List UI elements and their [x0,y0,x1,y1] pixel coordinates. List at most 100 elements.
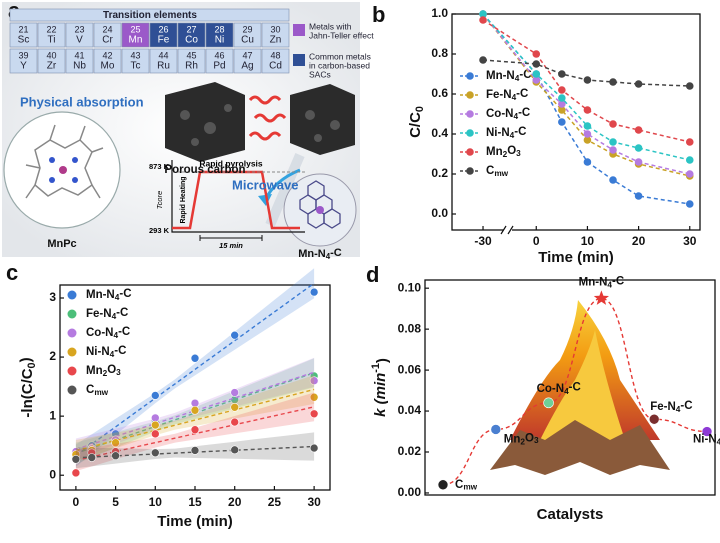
element-symbol: Nb [73,61,86,72]
legend-label: Cmw​ [486,165,509,178]
panel-label: c [6,260,18,285]
element-number: 46 [214,50,224,60]
data-point [190,405,200,415]
data-point-star [593,290,609,305]
data-point [532,50,541,58]
element-symbol: Mo [101,61,115,72]
x-axis-label: Time (min) [538,249,614,266]
element-symbol: Zr [47,61,57,72]
profile-span [199,235,263,241]
molecule [25,124,104,199]
beam [265,153,305,227]
data-point [150,429,160,439]
data-point [648,413,660,425]
fit-band [75,375,315,462]
element-symbol: Y [20,61,27,72]
porous-carbon: Porous carbon [164,164,245,176]
element-cell [121,22,150,48]
data-point [479,10,487,18]
legend-label: Co-N4​-C [486,107,530,121]
fit-line [75,388,315,452]
point-label: Cmw​ [455,479,478,492]
plot-frame [424,279,716,496]
element-symbol: Cr [102,35,113,46]
table-legend-text: SACs [309,69,331,79]
element-number: 30 [270,24,280,34]
element-cell [233,48,262,74]
element-cell [149,22,178,48]
x-tick-label: 0 [533,234,540,248]
x-axis-label: Time (min) [157,513,233,530]
y-tick-label: 0.4 [431,126,448,140]
physical-absorption: Physical absorption [20,94,144,109]
data-point [309,376,319,386]
y-tick-label: 0.00 [398,485,422,499]
data-point [479,56,487,64]
data-point [437,479,449,491]
element-cell [233,22,262,48]
data-point [479,16,487,24]
data-point [150,391,160,400]
element-number: 44 [158,50,168,60]
panel-label: b [372,2,385,27]
table-title-bar [9,8,290,22]
y-tick-label: 0.06 [398,362,422,376]
data-point [558,106,566,114]
y-axis-label: C/C0​ [407,106,426,138]
element-cell [177,48,206,74]
arrow-head [258,194,272,206]
data-point [490,424,502,435]
element-number: 42 [102,50,112,60]
legend-marker [67,366,77,376]
legend-label: Fe-N4​-C [486,88,528,102]
profile-title: Rapid pyrolysis [199,158,263,168]
table-legend-text: in carbon-based [309,60,370,70]
fit-band [75,268,315,467]
data-point [150,448,160,458]
data-point [230,330,240,340]
element-number: 21 [18,24,28,34]
element-symbol: Ru [157,61,170,72]
legend-label: Mn2​O3​ [486,145,521,159]
single-atom [316,206,324,214]
x-tick-label: 5 [112,495,119,509]
data-point [190,353,200,363]
point-label: Co-N4​-C [537,382,581,396]
element-cell [205,22,234,48]
element-cell [177,22,206,48]
fit-line [75,282,315,457]
legend-label: Mn-N4​-C [486,69,532,83]
table-title: Transition elements [103,10,197,21]
y-tick-label: 0.0 [431,206,448,220]
profile-axes [171,160,305,233]
element-number: 41 [74,50,84,60]
data-point [701,426,713,437]
y-axis-label: -ln(C/C0​) [17,357,37,417]
data-point [685,170,694,178]
legend-label: Mn2​O3​ [86,364,121,378]
element-number: 39 [18,50,28,60]
microwaves [248,95,287,141]
element-symbol: Cd [269,61,282,72]
data-point [609,78,617,86]
profile-heating: Rapid Heating [180,176,187,223]
legend-marker [67,290,77,300]
element-number: 26 [158,24,168,34]
data-point [609,138,617,146]
x-tick-label: 25 [268,495,282,509]
y-tick-label: 0.08 [398,321,422,335]
x-tick-label: 30 [683,234,697,248]
data-point [634,144,643,152]
element-number: 43 [130,50,140,60]
element-cell [205,48,234,74]
data-point [558,86,566,94]
element-cell [37,22,66,48]
y-axis-label: k (min-1​) [370,358,391,417]
data-point [150,420,160,430]
data-point [583,122,592,130]
profile-low: 293 K [149,226,170,235]
data-point [609,146,617,154]
x-tick-label: 10 [149,495,163,509]
data-point [230,402,240,412]
data-point [543,397,554,409]
